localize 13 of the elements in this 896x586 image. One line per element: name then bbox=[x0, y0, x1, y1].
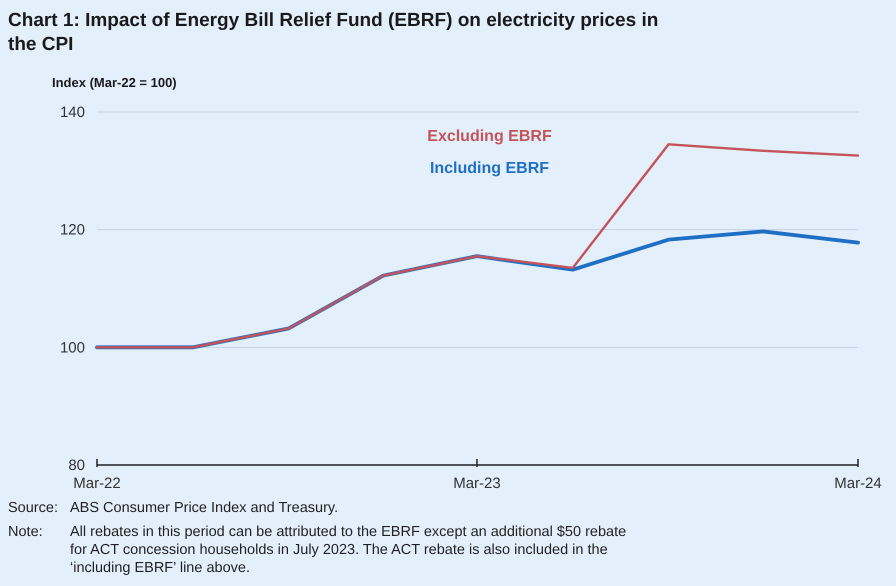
x-tick-label: Mar-22 bbox=[73, 475, 121, 492]
y-axis-title: Index (Mar-22 = 100) bbox=[52, 75, 177, 90]
source-note: Source: ABS Consumer Price Index and Treasury. bbox=[8, 500, 338, 516]
text: Including EBRF bbox=[430, 160, 550, 177]
x-tick-label: Mar-24 bbox=[834, 475, 882, 492]
y-tick-label: 100 bbox=[60, 339, 85, 356]
y-tick-label: 80 bbox=[68, 457, 85, 474]
x-tick-label: Mar-23 bbox=[453, 475, 501, 492]
chart-title: Chart 1: Impact of Energy Bill Relief Fund (EBRF) on electricity prices in the CPI bbox=[8, 10, 658, 55]
y-tick-label: 120 bbox=[60, 222, 85, 239]
text: Note: All rebates in this period can be attributed to the EBRF except an additional $50 rebate for ACT concession households in July 2023. The ACT rebate is also included in the ‘including EBRF’ line above. bbox=[8, 524, 626, 576]
text: Excluding EBRF bbox=[427, 128, 552, 145]
y-tick-label: 140 bbox=[60, 104, 85, 121]
